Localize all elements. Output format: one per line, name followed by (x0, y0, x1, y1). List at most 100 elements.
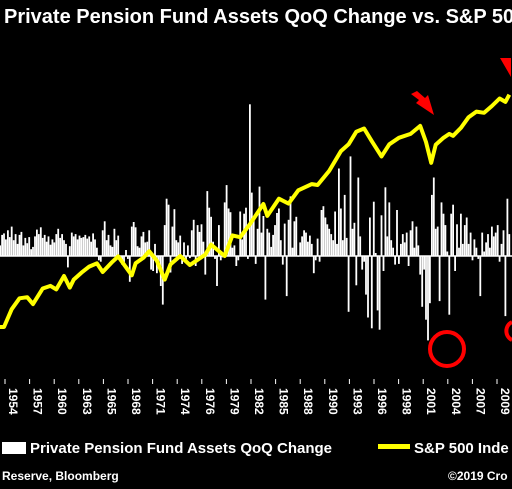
bar-mark (237, 256, 240, 261)
bar-mark (32, 246, 34, 256)
bar-mark (163, 225, 166, 256)
bars-series (0, 104, 511, 341)
bar-mark (425, 256, 427, 320)
bar-mark (303, 230, 305, 256)
bar-mark (471, 256, 474, 261)
bar-mark (161, 256, 164, 305)
bar-mark (146, 241, 149, 256)
bar-mark (479, 256, 482, 297)
bar-mark (204, 256, 207, 275)
bar-mark (49, 244, 52, 256)
bar-mark (70, 232, 73, 256)
bar-mark (132, 222, 135, 256)
bar-mark (264, 256, 267, 300)
bar-mark (343, 194, 346, 256)
bar-mark (461, 243, 464, 256)
bar-mark (130, 226, 133, 256)
bar-mark (396, 210, 398, 256)
x-tick-label: 1998 (400, 388, 414, 415)
bar-mark (415, 226, 418, 256)
bar-mark (309, 235, 311, 256)
bar-mark (355, 256, 358, 286)
legend-line-label: S&P 500 Inde (414, 440, 509, 457)
bar-mark (341, 240, 344, 256)
bar-mark (51, 239, 54, 256)
bar-mark (307, 241, 309, 256)
bar-mark (115, 240, 118, 256)
bar-mark (423, 256, 425, 270)
bar-mark (279, 240, 282, 256)
bar-mark (289, 196, 292, 256)
bar-mark (365, 256, 367, 295)
x-tick-label: 1988 (301, 388, 315, 415)
bar-mark (456, 224, 458, 256)
bar-mark (392, 247, 394, 256)
bar-mark (57, 228, 60, 256)
bar-mark (12, 240, 15, 256)
bar-mark (247, 256, 249, 259)
x-tick-label: 1965 (104, 388, 118, 415)
bar-mark (310, 243, 313, 256)
bar-mark (340, 208, 342, 256)
arrow-2007 (411, 91, 434, 115)
bar-mark (37, 234, 40, 256)
source-note: Reserve, Bloomberg (2, 469, 119, 483)
bar-mark (34, 236, 36, 256)
bar-mark (0, 245, 1, 256)
bar-mark (487, 234, 489, 256)
bar-mark (491, 226, 493, 256)
bar-mark (82, 237, 85, 256)
bar-mark (127, 256, 129, 259)
bar-mark (144, 242, 147, 256)
bar-mark (1, 234, 3, 256)
bar-mark (454, 256, 456, 271)
bar-mark (438, 256, 441, 302)
bar-mark (359, 236, 362, 256)
bar-mark (256, 228, 259, 256)
bar-mark (36, 229, 38, 256)
bar-mark (43, 234, 46, 256)
bar-mark (216, 256, 218, 286)
x-tick-label: 1979 (227, 388, 241, 415)
bar-mark (152, 256, 154, 271)
bar-mark (55, 234, 58, 256)
bar-mark (427, 256, 429, 341)
bar-mark (489, 247, 491, 256)
bar-mark (440, 202, 443, 256)
bar-mark (88, 236, 91, 256)
bar-mark (65, 243, 67, 256)
sp500-line (0, 93, 512, 329)
bar-mark (291, 247, 294, 256)
bar-mark (8, 237, 11, 256)
bar-mark (338, 168, 340, 256)
bar-mark (330, 234, 333, 256)
bar-mark (185, 256, 187, 261)
bar-mark (500, 243, 503, 256)
bar-mark (444, 225, 447, 256)
legend-line-swatch (378, 444, 410, 449)
x-tick-label: 1985 (277, 388, 291, 415)
bar-mark (380, 215, 383, 256)
x-tick-label: 2004 (449, 388, 463, 415)
bar-mark (22, 245, 25, 256)
legend-bars: Private Pension Fund Assets QoQ Change (2, 440, 332, 457)
x-tick-label: 1957 (31, 388, 45, 415)
bar-mark (283, 223, 286, 256)
bar-mark (504, 256, 507, 317)
bar-mark (458, 247, 460, 256)
bar-mark (227, 208, 230, 256)
bar-mark (270, 246, 273, 256)
bar-mark (154, 243, 156, 256)
bar-mark (258, 186, 261, 256)
bar-mark (442, 213, 445, 256)
bar-mark (372, 201, 375, 256)
bar-mark (431, 194, 433, 256)
bar-mark (436, 226, 439, 256)
x-tick-label: 2009 (498, 388, 512, 415)
bar-mark (233, 245, 236, 256)
bar-mark (96, 247, 98, 256)
bar-mark (192, 219, 195, 256)
bar-mark (336, 243, 338, 256)
bar-mark (41, 237, 44, 256)
annotations (411, 58, 512, 368)
